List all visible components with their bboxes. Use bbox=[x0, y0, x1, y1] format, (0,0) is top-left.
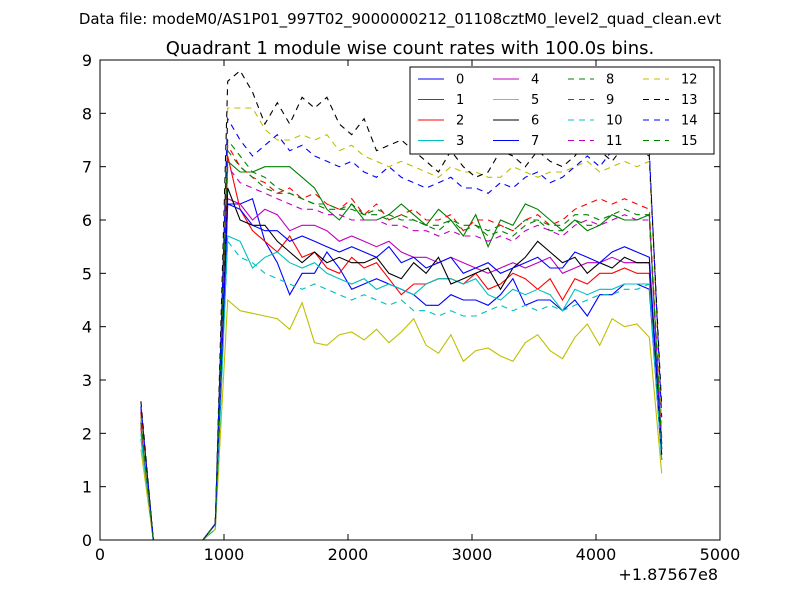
chart-title: Quadrant 1 module wise count rates with … bbox=[166, 38, 655, 59]
legend-label-4: 4 bbox=[531, 73, 539, 88]
x-tick-label: 1000 bbox=[204, 545, 245, 564]
legend-label-14: 14 bbox=[681, 114, 698, 129]
series-line-8 bbox=[140, 138, 663, 541]
y-tick-label: 9 bbox=[82, 51, 92, 70]
y-tick-label: 6 bbox=[82, 211, 92, 230]
series-line-10 bbox=[140, 239, 663, 541]
y-tick-label: 1 bbox=[82, 478, 92, 497]
series-line-5 bbox=[140, 298, 663, 541]
series-line-11 bbox=[140, 165, 663, 541]
x-tick-label: 3000 bbox=[452, 545, 493, 564]
legend-label-3: 3 bbox=[456, 134, 464, 149]
legend-label-10: 10 bbox=[606, 114, 623, 129]
series-layer bbox=[140, 69, 663, 541]
legend-label-15: 15 bbox=[681, 134, 698, 149]
series-line-9 bbox=[140, 143, 663, 541]
legend-label-8: 8 bbox=[606, 73, 614, 88]
legend-label-2: 2 bbox=[456, 114, 464, 129]
y-tick-label: 3 bbox=[82, 371, 92, 390]
y-tick-label: 4 bbox=[82, 318, 92, 337]
legend-box bbox=[409, 66, 715, 155]
legend-label-11: 11 bbox=[606, 134, 623, 149]
series-line-15 bbox=[140, 149, 663, 541]
axes-frame bbox=[99, 59, 721, 541]
series-line-7 bbox=[140, 203, 663, 541]
series-line-14 bbox=[140, 116, 663, 541]
x-tick-label: 0 bbox=[95, 545, 105, 564]
series-line-3 bbox=[140, 235, 663, 541]
legend-label-9: 9 bbox=[606, 93, 614, 108]
series-line-12 bbox=[140, 107, 663, 541]
legend-label-13: 13 bbox=[681, 93, 698, 108]
legend-label-12: 12 bbox=[681, 73, 698, 88]
legend-label-1: 1 bbox=[456, 93, 464, 108]
x-tick-label: 4000 bbox=[576, 545, 617, 564]
x-offset-label: +1.87567e8 bbox=[618, 565, 718, 584]
legend-label-5: 5 bbox=[531, 93, 539, 108]
chart-suptitle: Data file: modeM0/AS1P01_997T02_90000002… bbox=[79, 10, 721, 29]
y-tick-label: 5 bbox=[82, 264, 92, 283]
legend-label-6: 6 bbox=[531, 114, 539, 129]
y-tick-label: 2 bbox=[82, 424, 92, 443]
y-tick-label: 7 bbox=[82, 158, 92, 177]
legend-label-0: 0 bbox=[456, 73, 464, 88]
x-tick-label: 5000 bbox=[700, 545, 741, 564]
x-tick-label: 2000 bbox=[328, 545, 369, 564]
series-line-13 bbox=[140, 69, 663, 541]
series-line-6 bbox=[140, 187, 663, 541]
y-tick-label: 8 bbox=[82, 104, 92, 123]
y-tick-label: 0 bbox=[82, 531, 92, 550]
legend-label-7: 7 bbox=[531, 134, 539, 149]
